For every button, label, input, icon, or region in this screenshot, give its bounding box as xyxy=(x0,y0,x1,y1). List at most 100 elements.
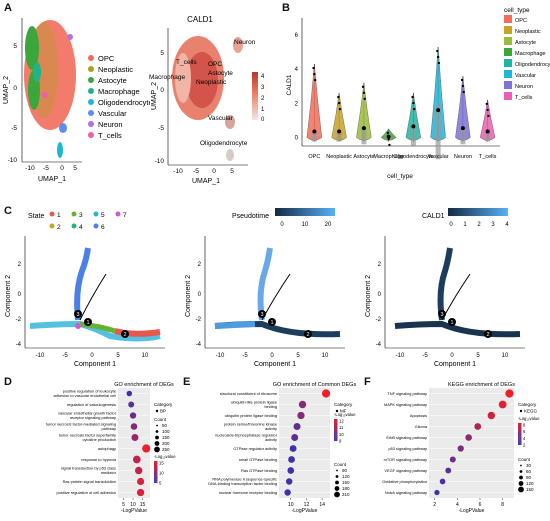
dotE-count-legend-dot xyxy=(334,486,340,491)
dotE-color-legend-bar xyxy=(334,419,338,441)
dotF-category-legend-swatch xyxy=(519,409,523,413)
dotE-color-legend-tick: 10 xyxy=(339,432,344,437)
violin-outlier xyxy=(412,107,416,111)
dotD-category-legend-title: Category xyxy=(154,402,173,407)
dotD-category-label: autophagy xyxy=(98,446,116,451)
violin-outlier xyxy=(436,55,440,59)
umap-cald1-label-opc: OPC xyxy=(208,61,222,68)
dotE-xtick: 10 xyxy=(288,502,294,508)
dotF-count-legend-dot xyxy=(518,486,524,493)
dotF-color-legend-bar xyxy=(518,423,522,445)
dotD-title: GO enrichment of DEGs xyxy=(114,382,174,388)
dotE-category-legend-swatch xyxy=(335,409,339,413)
dotE-dot xyxy=(291,434,299,441)
dotD-category-label: positive regulation of leukocyte adhesion… xyxy=(53,389,116,399)
dotE-dot xyxy=(298,400,307,409)
dotD-dot xyxy=(129,412,137,419)
violin-outlier xyxy=(388,143,391,147)
dotD-category-legend-swatch xyxy=(155,409,159,413)
dotE-category-label: nuclear hormone receptor binding xyxy=(219,490,277,495)
trajectory-ytick: 2 xyxy=(18,262,22,268)
violin-legend-swatch xyxy=(504,26,512,34)
dotE-count-legend-value: 90 xyxy=(342,468,348,473)
branch-point-2-label: 2 xyxy=(123,332,126,338)
state-label-7: 7 xyxy=(123,212,127,219)
violin-legend-swatch xyxy=(504,92,512,100)
dotF-count-legend-value: 120 xyxy=(526,481,534,486)
panel-label-e: E xyxy=(183,376,191,388)
trajectory-cald1-plot xyxy=(394,247,521,338)
pseudo-branch-3-label: 3 xyxy=(260,312,263,318)
cald1-traj-xtick: 0 xyxy=(450,353,454,359)
dotD-xtick: 5 xyxy=(122,502,125,508)
umap-cald1-label-oligodendrocyte: Oligodendrocyte xyxy=(200,140,248,147)
violin-outlier xyxy=(363,97,366,101)
umap-cald1-label-astocyte: Astocyte xyxy=(208,70,233,77)
violin-box xyxy=(485,131,491,142)
dotF-category-legend-title: Category xyxy=(518,402,537,407)
violin-legend-swatch xyxy=(504,59,512,67)
umap-a-xtick: -10 xyxy=(25,165,35,172)
pseudotime-tick: 10 xyxy=(302,222,309,228)
legend-swatch-macrophage xyxy=(88,88,94,94)
dotD-color-legend-tick: 5 xyxy=(159,481,162,486)
dotF-dot xyxy=(434,489,440,496)
umap-cald1-xtick: -10 xyxy=(173,168,183,175)
dotD-color-legend-title: -Log₁₀value xyxy=(154,454,176,459)
dotE-dot xyxy=(284,489,291,496)
dotF-category-label: TNF signaling pathway xyxy=(387,391,427,396)
state-label-2: 2 xyxy=(57,224,61,231)
dotF-dot xyxy=(498,400,507,409)
umap-cald1-xtick: 0 xyxy=(212,168,216,175)
pseudotime-xtick: -5 xyxy=(242,353,248,359)
dotE-category-legend-title: Category xyxy=(334,402,353,407)
violin-legend-label-t_cells: T_cells xyxy=(515,95,533,101)
trajectory-state-ylabel: Component 2 xyxy=(5,275,12,317)
umap-cald1-ytick: -10 xyxy=(155,158,165,165)
trajectory-panel: State 1 2 3 4 5 6 7 3 1 2 Component 2 Componen… xyxy=(5,208,525,368)
violin-xtick-astocyte: Astocyte xyxy=(353,154,374,160)
dotF-count-legend-value: 150 xyxy=(526,487,534,492)
umap-cald1-title: CALD1 xyxy=(187,15,213,24)
violin-legend-label-macrophage: Macrophage xyxy=(515,51,546,57)
violin-outlier xyxy=(437,61,441,65)
state-swatch-6 xyxy=(93,223,99,229)
dotE-color-legend-tick: 9 xyxy=(339,439,342,444)
violin-mean xyxy=(312,129,317,134)
violin-ytick: 4 xyxy=(295,67,299,73)
dotE-count-legend-value: 180 xyxy=(342,486,350,491)
violin-outlier xyxy=(338,107,342,111)
dotE-dot xyxy=(297,411,305,420)
dotF-color-legend-tick: 4 xyxy=(523,436,526,441)
dotF-color-legend-tick: 8 xyxy=(523,423,526,428)
state-legend-title: State xyxy=(28,213,44,220)
violin-shape xyxy=(306,64,323,141)
violin-ytick: 0 xyxy=(295,135,299,141)
pseudotime-ytick: -2 xyxy=(196,317,202,323)
dotF-dot xyxy=(487,411,496,420)
dotE-color-legend-tick: 11 xyxy=(339,425,344,430)
dotE-count-legend-value: 210 xyxy=(342,492,350,497)
state-swatch-5 xyxy=(93,211,99,217)
dotD-category-label: response to hypoxia xyxy=(81,457,117,462)
umap-cald1-colorbar xyxy=(252,72,258,120)
cald1-traj-ylabel: Component 2 xyxy=(365,275,372,317)
trajectory-pseudotime-plot xyxy=(214,247,341,338)
dotD-xlabel: -LogPValue xyxy=(121,508,147,514)
dotE-color-legend-tick: 12 xyxy=(339,419,344,424)
dotE-dot xyxy=(285,478,293,485)
state-legend: 1 2 3 4 5 6 7 xyxy=(49,211,127,231)
cald1-traj-xtick: 5 xyxy=(476,353,480,359)
umap-a-ytick: 5 xyxy=(13,43,17,50)
dotE-category-label: structural constituent of ribosome xyxy=(220,391,277,396)
violin-mean xyxy=(337,129,342,134)
legend-swatch-oligodendrocyte xyxy=(88,99,94,105)
cald1-traj-colorbar xyxy=(448,208,508,216)
dotE-color-legend-title: -Log₁₀value xyxy=(334,412,356,417)
dotF-color-legend-title: -Log₁₀value xyxy=(518,416,540,421)
dotE-dot xyxy=(288,456,295,463)
violin-outlier xyxy=(412,101,415,105)
cald1-traj-ytick: 0 xyxy=(378,292,382,298)
dotD-category-label: regulation of vasculogenesis xyxy=(67,402,116,407)
